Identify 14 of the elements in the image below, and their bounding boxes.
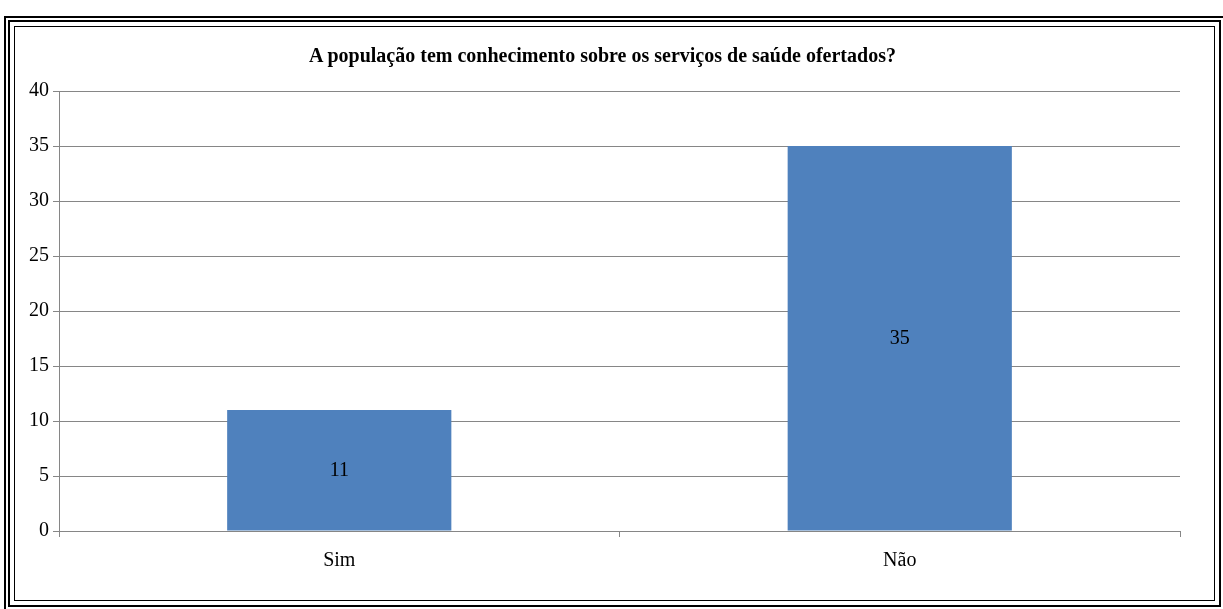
y-tick-label: 0: [39, 518, 49, 541]
y-tick-label: 25: [29, 243, 49, 266]
x-tick-label: Não: [883, 548, 917, 571]
y-tick-label: 5: [39, 463, 49, 486]
data-label: 35: [889, 325, 910, 348]
y-tick-label: 15: [29, 353, 49, 376]
y-tick-label: 10: [29, 408, 49, 431]
y-tick-label: 20: [29, 298, 49, 321]
y-tick-label: 40: [29, 78, 49, 101]
chart-title: A população tem conhecimento sobre os serviços de saúde ofertados?: [309, 44, 896, 68]
y-tick-label: 35: [29, 133, 49, 156]
y-tick-label: 30: [29, 188, 49, 211]
data-label: 11: [329, 457, 349, 480]
x-tick-label: Sim: [323, 548, 356, 571]
